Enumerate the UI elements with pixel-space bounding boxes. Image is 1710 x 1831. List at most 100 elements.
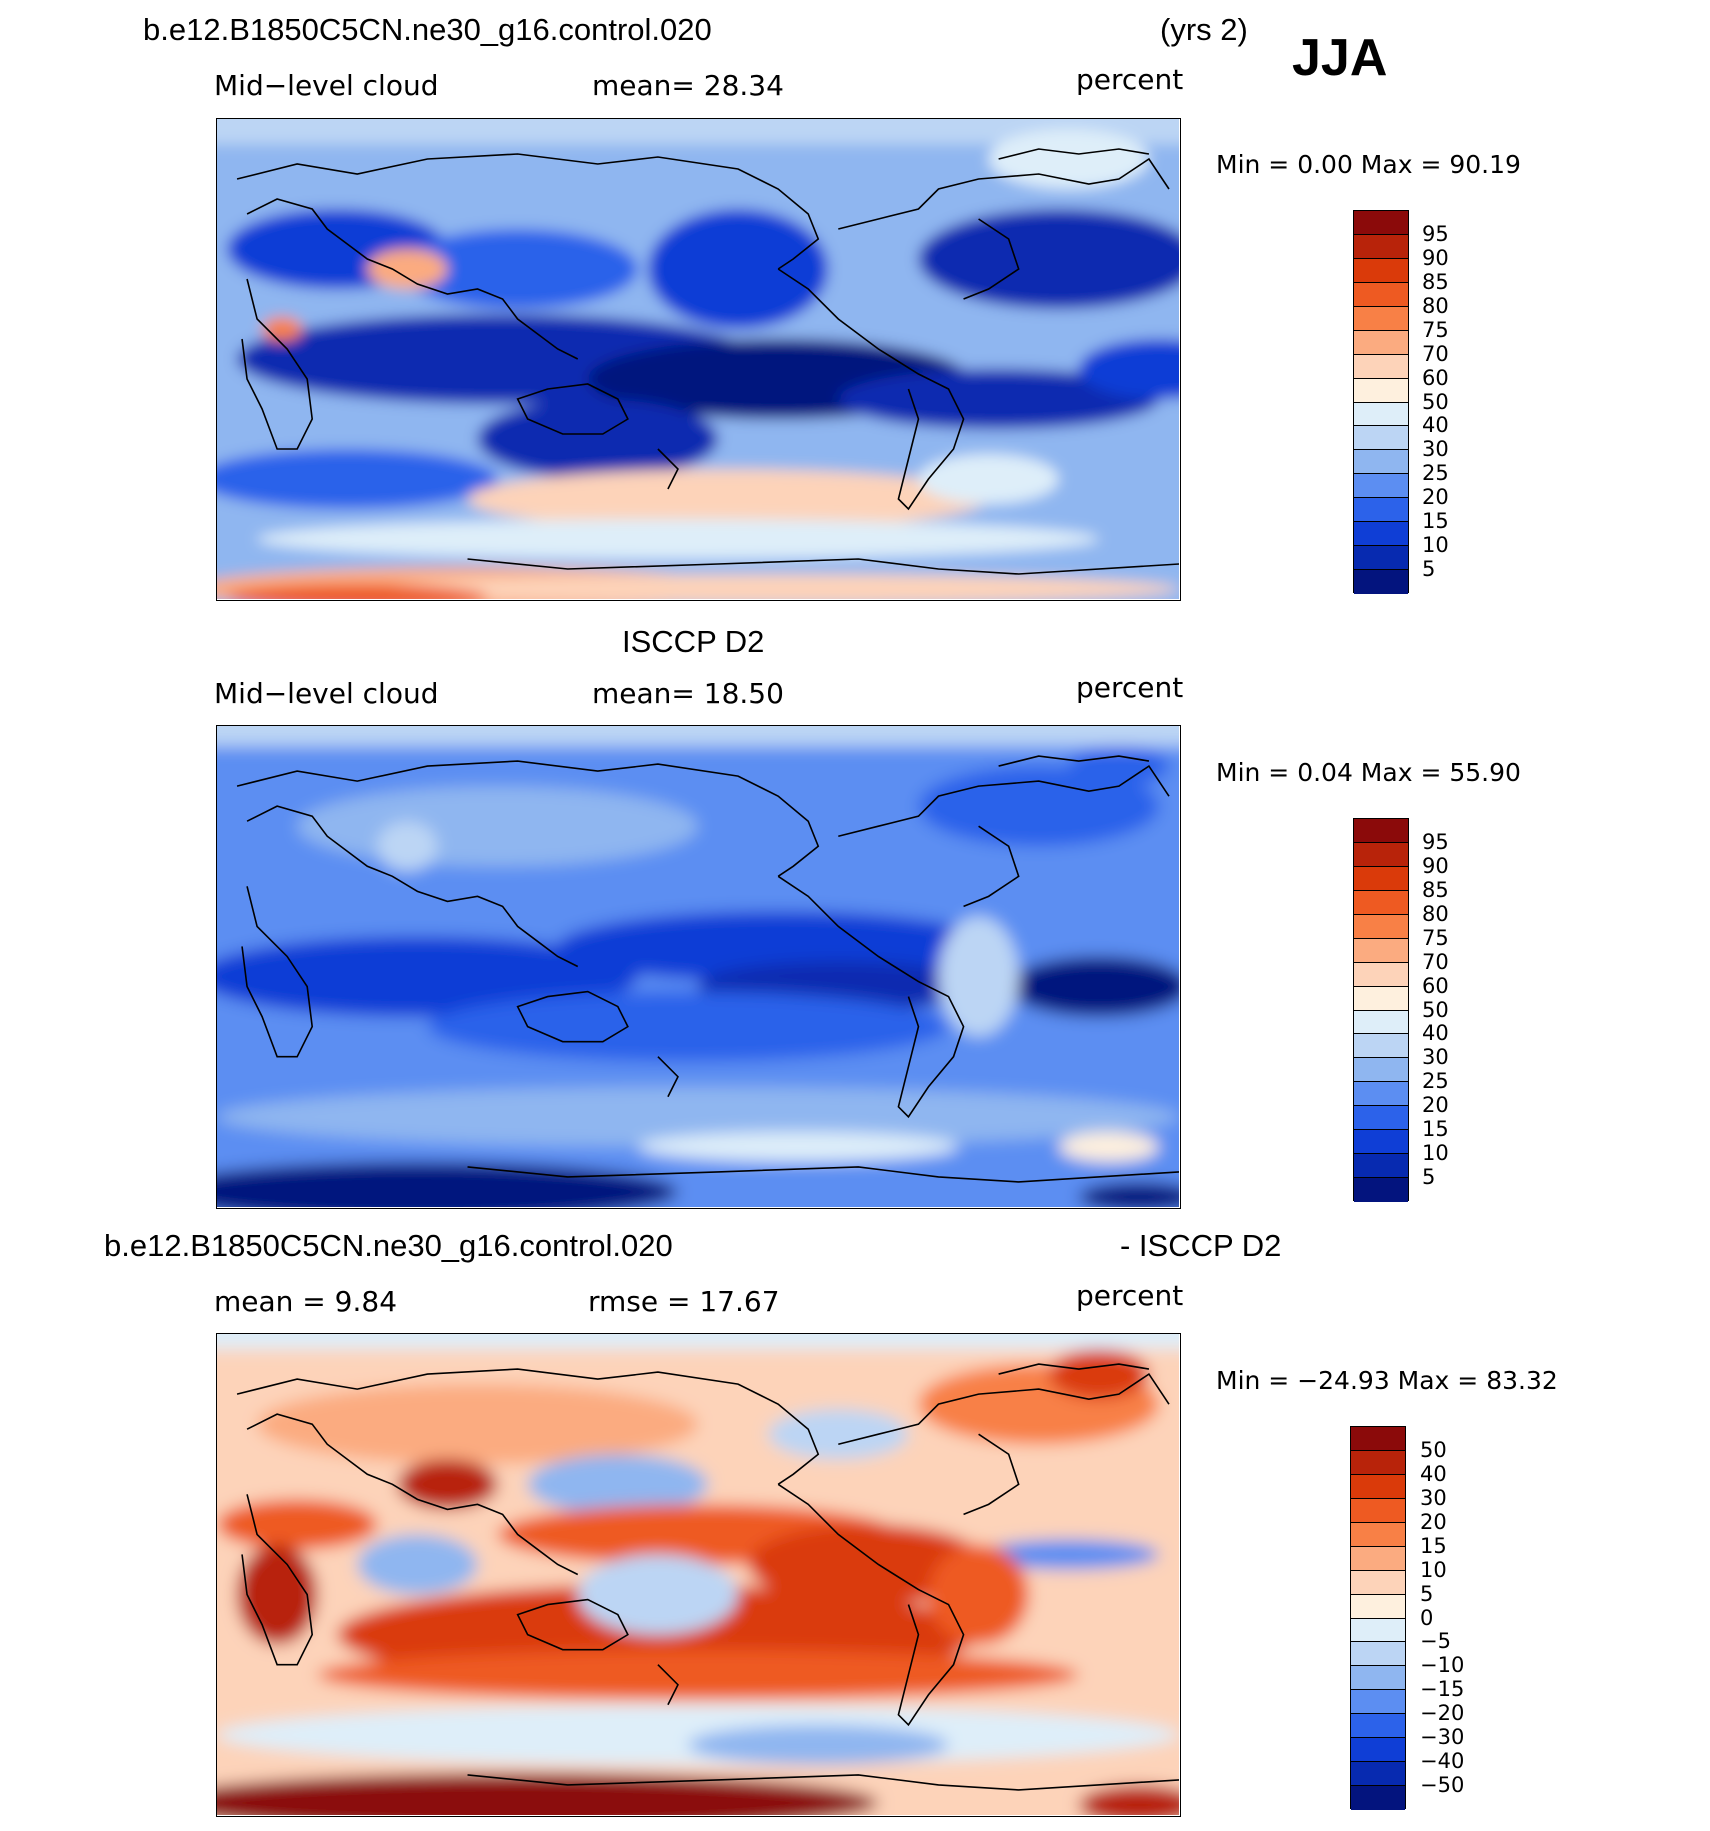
colorbar-swatch	[1354, 330, 1408, 355]
colorbar-swatch	[1354, 450, 1408, 475]
colorbar-level-label: 10	[1422, 1141, 1449, 1166]
colorbar-level-label: 95	[1422, 221, 1449, 246]
colorbar-level-label: −15	[1420, 1677, 1465, 1702]
colorbar-swatch	[1351, 1690, 1405, 1715]
colorbar-swatch	[1354, 866, 1408, 891]
colorbar-swatch	[1351, 1738, 1405, 1763]
panel2-mean-label: mean= 18.50	[592, 677, 784, 710]
colorbar-level-label: 80	[1422, 901, 1449, 926]
colorbar-level-label: 25	[1422, 461, 1449, 486]
colorbar-level-label: 60	[1422, 973, 1449, 998]
colorbar-swatch	[1351, 1714, 1405, 1739]
colorbar-swatch	[1354, 306, 1408, 331]
colorbar-swatch	[1354, 426, 1408, 451]
colorbar-level-label: −10	[1420, 1653, 1465, 1678]
colorbar-swatch	[1351, 1762, 1405, 1787]
panel2-map	[216, 725, 1181, 1209]
panel3-title-right: - ISCCP D2	[1120, 1228, 1282, 1263]
colorbar-swatch	[1351, 1546, 1405, 1571]
colorbar-level-label: 85	[1422, 269, 1449, 294]
colorbar-level-label: −20	[1420, 1701, 1465, 1726]
colorbar-level-label: 20	[1422, 1093, 1449, 1118]
panel1-mean-label: mean= 28.34	[592, 69, 784, 102]
colorbar-level-label: 75	[1422, 925, 1449, 950]
colorbar-swatch	[1351, 1570, 1405, 1595]
panel1-minmax: Min = 0.00 Max = 90.19	[1216, 150, 1521, 179]
colorbar-level-label: 40	[1422, 413, 1449, 438]
colorbar-level-label: 30	[1422, 437, 1449, 462]
colorbar-swatch	[1354, 1154, 1408, 1179]
colorbar-level-label: 70	[1422, 949, 1449, 974]
colorbar-swatch	[1354, 890, 1408, 915]
colorbar-swatch	[1354, 570, 1408, 594]
colorbar-swatch	[1354, 938, 1408, 963]
colorbar-swatch	[1354, 498, 1408, 523]
colorbar-swatch	[1351, 1786, 1405, 1810]
colorbar-level-label: 25	[1422, 1069, 1449, 1094]
colorbar-swatch	[1354, 546, 1408, 571]
panel1-variable-label: Mid−level cloud	[214, 69, 439, 102]
colorbar-swatch	[1354, 378, 1408, 403]
panel1-units-label: percent	[1076, 63, 1184, 96]
panel3-mean-label: mean = 9.84	[214, 1285, 398, 1318]
panel2-title: ISCCP D2	[622, 624, 765, 659]
colorbar-level-label: 15	[1420, 1533, 1447, 1558]
panel2-colorbar	[1353, 818, 1409, 1202]
panel3-units-label: percent	[1076, 1279, 1184, 1312]
colorbar-swatch	[1351, 1474, 1405, 1499]
colorbar-level-label: 5	[1422, 1165, 1436, 1190]
colorbar-swatch	[1351, 1427, 1405, 1451]
years-label: (yrs 2)	[1160, 12, 1248, 47]
colorbar-level-label: 85	[1422, 877, 1449, 902]
colorbar-level-label: 10	[1422, 533, 1449, 558]
colorbar-swatch	[1354, 234, 1408, 259]
colorbar-swatch	[1354, 1178, 1408, 1202]
colorbar-swatch	[1354, 914, 1408, 939]
colorbar-level-label: 95	[1422, 829, 1449, 854]
colorbar-level-label: 20	[1420, 1509, 1447, 1534]
colorbar-swatch	[1354, 1010, 1408, 1035]
colorbar-level-label: −40	[1420, 1749, 1465, 1774]
colorbar-swatch	[1354, 211, 1408, 235]
colorbar-swatch	[1354, 962, 1408, 987]
colorbar-level-label: 50	[1420, 1437, 1447, 1462]
colorbar-level-label: 50	[1422, 997, 1449, 1022]
panel3-title-left: b.e12.B1850C5CN.ne30_g16.control.020	[104, 1228, 673, 1263]
colorbar-level-label: 15	[1422, 509, 1449, 534]
colorbar-swatch	[1354, 1034, 1408, 1059]
colorbar-swatch	[1354, 474, 1408, 499]
colorbar-swatch	[1354, 354, 1408, 379]
colorbar-level-label: 15	[1422, 1117, 1449, 1142]
colorbar-level-label: 80	[1422, 293, 1449, 318]
colorbar-level-label: 30	[1422, 1045, 1449, 1070]
case-title: b.e12.B1850C5CN.ne30_g16.control.020	[143, 12, 712, 47]
colorbar-level-label: 0	[1420, 1605, 1434, 1630]
panel3-rmse-label: rmse = 17.67	[588, 1285, 780, 1318]
colorbar-swatch	[1351, 1666, 1405, 1691]
colorbar-level-label: −50	[1420, 1773, 1465, 1798]
colorbar-level-label: 30	[1420, 1485, 1447, 1510]
season-label: JJA	[1292, 29, 1388, 87]
colorbar-swatch	[1351, 1450, 1405, 1475]
colorbar-level-label: 5	[1422, 557, 1436, 582]
colorbar-swatch	[1351, 1594, 1405, 1619]
panel2-minmax: Min = 0.04 Max = 55.90	[1216, 758, 1521, 787]
colorbar-swatch	[1351, 1642, 1405, 1667]
colorbar-swatch	[1354, 1130, 1408, 1155]
colorbar-swatch	[1354, 282, 1408, 307]
colorbar-level-label: −30	[1420, 1725, 1465, 1750]
colorbar-level-label: 90	[1422, 853, 1449, 878]
colorbar-level-label: 5	[1420, 1581, 1434, 1606]
colorbar-level-label: −5	[1420, 1629, 1451, 1654]
colorbar-level-label: 40	[1420, 1461, 1447, 1486]
colorbar-swatch	[1354, 819, 1408, 843]
colorbar-level-label: 90	[1422, 245, 1449, 270]
colorbar-level-label: 10	[1420, 1557, 1447, 1582]
colorbar-swatch	[1354, 402, 1408, 427]
panel1-colorbar	[1353, 210, 1409, 594]
colorbar-swatch	[1351, 1522, 1405, 1547]
colorbar-level-label: 40	[1422, 1021, 1449, 1046]
colorbar-level-label: 20	[1422, 485, 1449, 510]
colorbar-swatch	[1354, 258, 1408, 283]
colorbar-level-label: 50	[1422, 389, 1449, 414]
